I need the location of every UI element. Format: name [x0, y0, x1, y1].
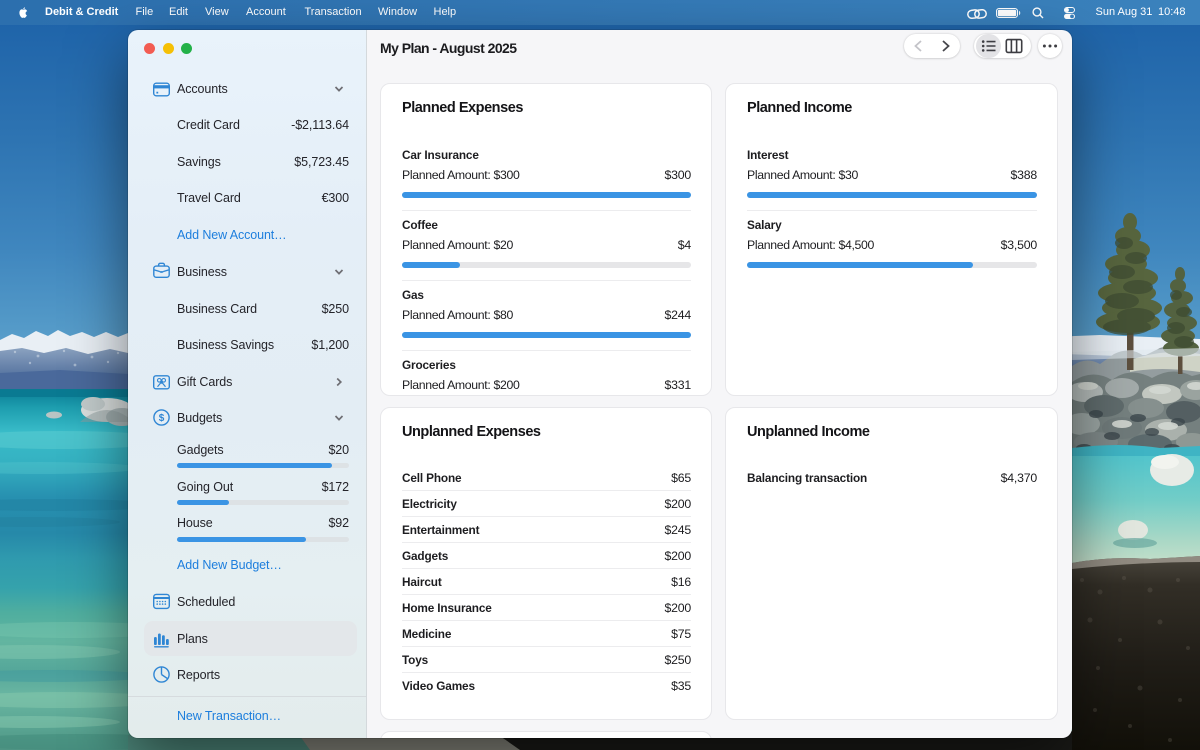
svg-text:$: $ — [159, 413, 165, 424]
